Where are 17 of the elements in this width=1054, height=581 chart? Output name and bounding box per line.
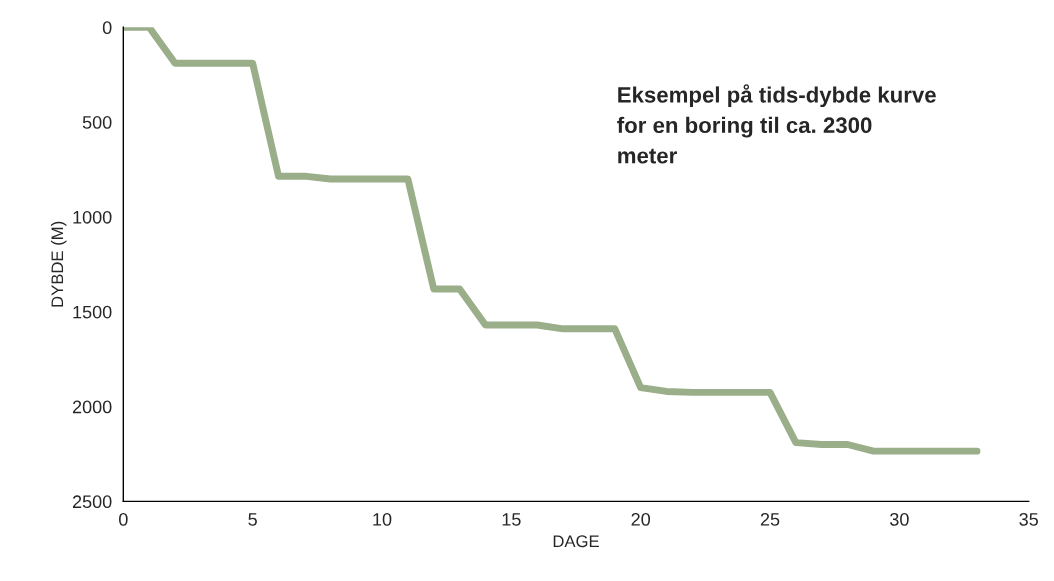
y-tick-label: 0 bbox=[102, 21, 112, 35]
y-tick-label: 1000 bbox=[73, 210, 112, 224]
y-tick-label: 500 bbox=[82, 116, 112, 129]
y-axis-title: DYBDE (M) bbox=[50, 221, 67, 307]
x-tick-label: 25 bbox=[760, 512, 780, 526]
x-tick-label: 15 bbox=[502, 513, 521, 526]
y-tick-label: 2000 bbox=[72, 400, 112, 414]
x-axis-title: DAGE bbox=[553, 535, 599, 548]
x-tick-label: 0 bbox=[119, 512, 128, 526]
x-tick-label: 10 bbox=[373, 512, 392, 526]
x-tick-label: 35 bbox=[1019, 512, 1038, 526]
y-tick-label: 1500 bbox=[73, 305, 112, 319]
x-tick-label: 20 bbox=[631, 512, 651, 526]
y-tick-label: 2500 bbox=[72, 495, 112, 509]
annotation: Eksempel på tids-dybde kurve for en boring til ca. 2300 meter bbox=[617, 84, 936, 164]
x-tick-label: 30 bbox=[890, 512, 909, 526]
x-tick-label: 5 bbox=[248, 513, 257, 526]
